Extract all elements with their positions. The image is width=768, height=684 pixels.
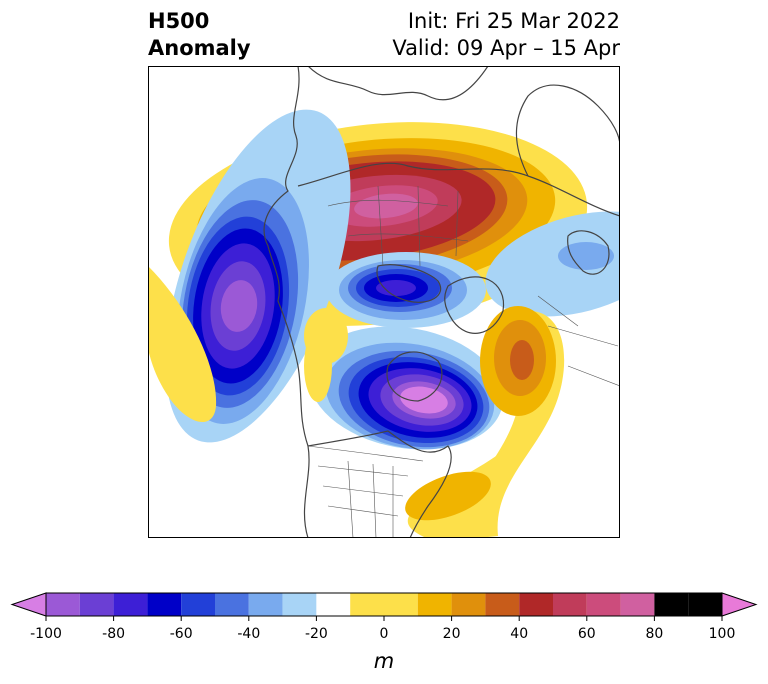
colorbar-segment <box>248 593 283 616</box>
colorbar-under-arrow <box>10 592 47 617</box>
colorbar-segment <box>654 593 689 616</box>
init-time: Init: Fri 25 Mar 2022 <box>407 9 620 33</box>
field-type: Anomaly <box>148 36 251 60</box>
positive-anomaly-minor <box>148 266 348 422</box>
colorbar-segment <box>417 593 452 616</box>
colorbar: -100 -80 -60 -40 -20 0 20 40 60 80 100 m <box>10 592 758 673</box>
negative-anomaly-europe <box>485 211 620 317</box>
field-name: H500 <box>148 9 210 33</box>
colorbar-tick-label: 100 <box>709 626 736 642</box>
colorbar-ticks: -100 -80 -60 -40 -20 0 20 40 60 80 100 <box>30 616 735 642</box>
anomaly-map <box>148 66 620 538</box>
colorbar-tick-label: 20 <box>443 626 461 642</box>
colorbar-segment <box>553 593 587 616</box>
positive-anomaly-atlantic <box>405 306 565 538</box>
colorbar-segment <box>350 593 418 616</box>
map-title-left: H500 Anomaly <box>148 8 251 62</box>
colorbar-tick-label: -100 <box>30 626 62 642</box>
colorbar-segment <box>46 593 80 616</box>
colorbar-segment <box>181 593 215 616</box>
negative-anomaly-hudson-bay <box>308 326 504 450</box>
colorbar-segments <box>10 592 758 617</box>
colorbar-segment <box>485 593 520 616</box>
colorbar-segment <box>451 593 486 616</box>
colorbar-over-arrow <box>721 592 758 617</box>
colorbar-segment <box>586 593 621 616</box>
colorbar-segment <box>79 593 114 616</box>
colorbar-unit-label: m <box>374 649 394 673</box>
colorbar-segment <box>215 593 249 616</box>
coastlines <box>263 66 620 538</box>
political-borders <box>307 185 620 538</box>
map-title-right: Init: Fri 25 Mar 2022 Valid: 09 Apr – 15… <box>392 8 620 62</box>
negative-anomaly-pacific <box>165 109 351 443</box>
negative-anomaly-arctic <box>326 252 486 328</box>
colorbar-tick-label: -40 <box>237 626 260 642</box>
colorbar-tick-label: -60 <box>170 626 193 642</box>
colorbar-segment <box>282 593 317 616</box>
colorbar-segment <box>519 593 553 616</box>
valid-period: Valid: 09 Apr – 15 Apr <box>392 36 620 60</box>
colorbar-tick-label: 40 <box>510 626 528 642</box>
colorbar-tick-label: 80 <box>645 626 663 642</box>
colorbar-segment <box>316 593 351 616</box>
colorbar-segment <box>620 593 655 616</box>
colorbar-tick-label: -20 <box>305 626 328 642</box>
colorbar-segment <box>147 593 182 616</box>
colorbar-segment <box>688 593 722 616</box>
colorbar-segment <box>113 593 148 616</box>
colorbar-tick-label: 0 <box>380 626 389 642</box>
colorbar-tick-label: 60 <box>578 626 596 642</box>
anomaly-shading <box>148 66 620 538</box>
colorbar-tick-label: -80 <box>102 626 125 642</box>
map-frame <box>148 66 620 538</box>
